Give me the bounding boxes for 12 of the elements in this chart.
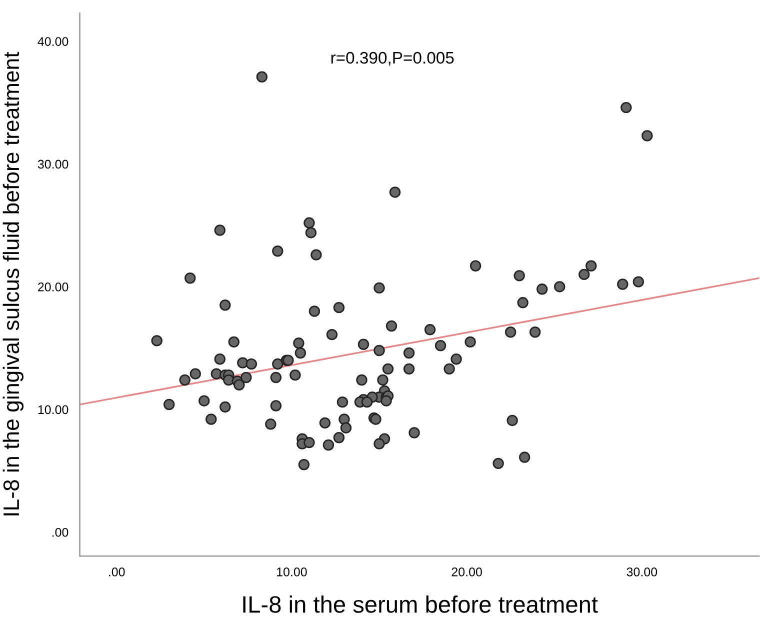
annotation: r=0.390,P=0.005 — [331, 52, 454, 66]
y-tick-label: 20.00 — [38, 282, 68, 292]
x-tick-label: 30.00 — [626, 568, 658, 576]
x-axis-title: IL-8 in the serum before treatment — [243, 596, 598, 613]
x-tick-label: 10.00 — [277, 568, 307, 576]
y-tick-label: 30.00 — [38, 160, 68, 169]
y-tick-label: 10.00 — [38, 405, 68, 414]
y-tick-label: .00 — [52, 528, 68, 537]
y-axis-title: IL-8 in the gingival sulcus fluid before treatment — [2, 52, 24, 516]
x-tick-label: .00 — [109, 568, 125, 576]
x-tick-label: 20.00 — [452, 568, 482, 576]
y-tick-label: 40.00 — [38, 37, 68, 46]
